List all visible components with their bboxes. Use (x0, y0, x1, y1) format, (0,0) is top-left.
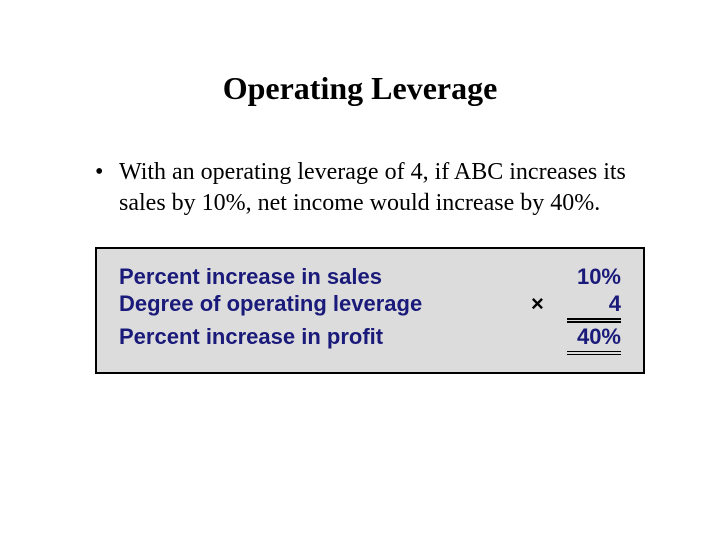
slide-title: Operating Leverage (0, 0, 720, 157)
bullet-block: • With an operating leverage of 4, if AB… (0, 157, 720, 219)
calculation-box: Percent increase in sales 10% Degree of … (95, 247, 645, 374)
calc-value: 10% (551, 264, 621, 290)
calc-row: Percent increase in sales 10% (119, 264, 621, 290)
calc-operator: × (531, 291, 551, 317)
slide: Operating Leverage • With an operating l… (0, 0, 720, 540)
calc-value: 40% (551, 321, 621, 355)
calc-label: Degree of operating leverage (119, 291, 531, 317)
calc-label: Percent increase in profit (119, 324, 531, 350)
calc-value: 4 (551, 291, 621, 320)
bullet-item: • With an operating leverage of 4, if AB… (95, 157, 650, 219)
calc-row: Degree of operating leverage × 4 (119, 291, 621, 320)
bullet-marker: • (95, 157, 119, 219)
bullet-text: With an operating leverage of 4, if ABC … (119, 157, 650, 219)
calc-row: Percent increase in profit 40% (119, 321, 621, 355)
calc-label: Percent increase in sales (119, 264, 531, 290)
